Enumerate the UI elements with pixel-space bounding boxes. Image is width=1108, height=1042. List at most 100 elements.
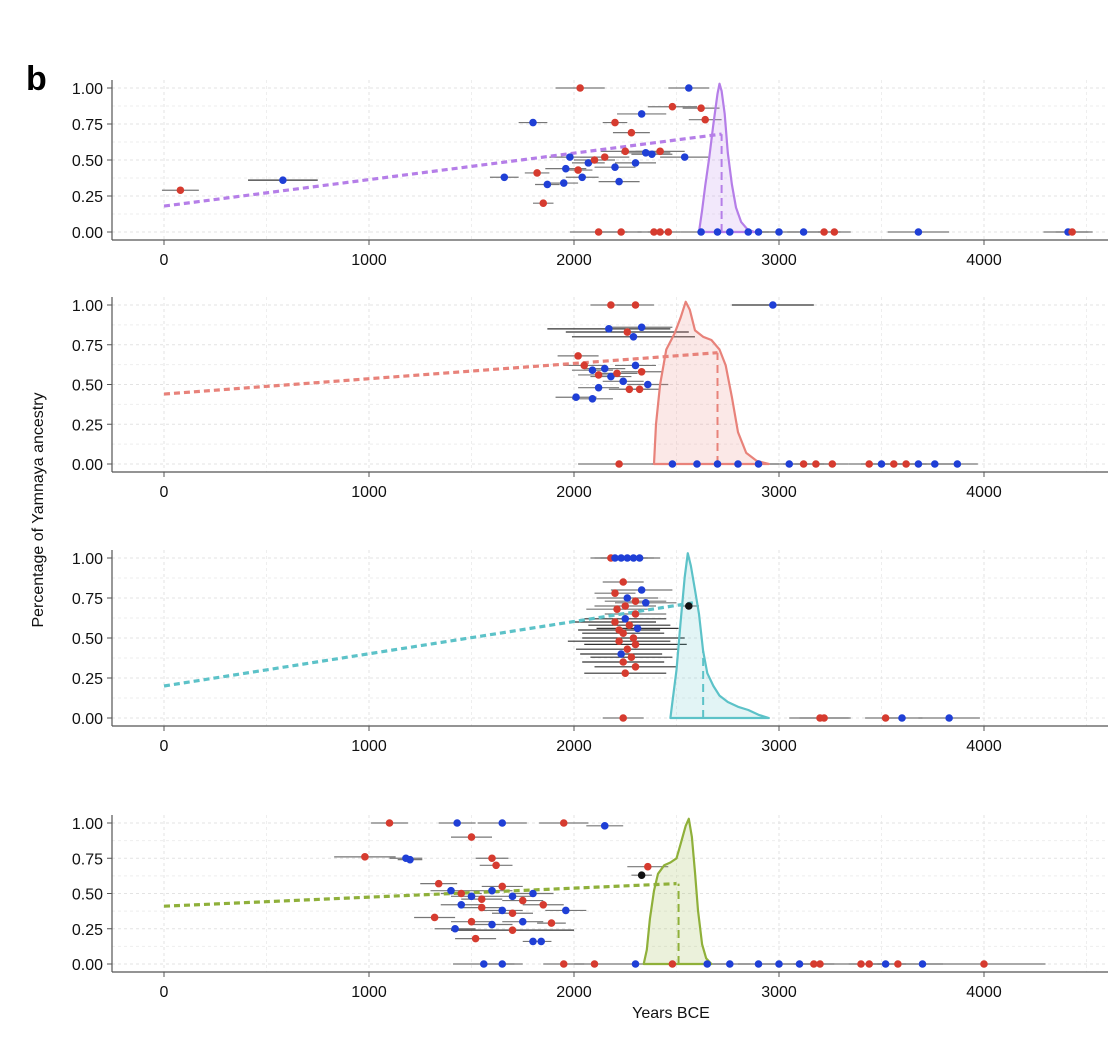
sample-point xyxy=(726,960,734,968)
sample-point xyxy=(611,554,619,562)
sample-point xyxy=(664,228,673,236)
sample-point xyxy=(754,228,763,236)
grid-lines xyxy=(112,297,1108,472)
sample-point xyxy=(619,377,627,386)
x-tick-label: 3000 xyxy=(761,984,797,1001)
y-tick-label: 0.00 xyxy=(72,225,103,242)
sample-point xyxy=(176,186,185,195)
sample-point xyxy=(629,554,638,562)
y-axis-title: Percentage of Yamnaya ancestry xyxy=(30,392,47,627)
sample-point xyxy=(621,615,630,623)
density-curve xyxy=(697,82,756,234)
sample-point xyxy=(785,460,794,468)
y-tick-label: 0.50 xyxy=(72,631,103,648)
sample-point xyxy=(430,913,439,922)
y-tick-label: 0.75 xyxy=(72,591,103,608)
y-tick-label: 1.00 xyxy=(72,298,103,315)
sample-point xyxy=(980,960,988,968)
sample-point xyxy=(611,589,619,597)
y-tick-label: 0.25 xyxy=(72,189,103,206)
y-tick-label: 0.75 xyxy=(72,851,103,868)
sample-point xyxy=(726,228,734,236)
sample-point xyxy=(668,460,677,468)
sample-point xyxy=(631,301,640,309)
y-tick-label: 0.75 xyxy=(72,338,103,355)
sample-point xyxy=(713,228,722,236)
sample-point xyxy=(574,166,582,174)
sample-point xyxy=(631,960,640,968)
sample-point xyxy=(576,84,584,92)
sample-point xyxy=(812,460,820,468)
sample-point xyxy=(637,110,646,118)
sample-point xyxy=(734,460,742,468)
sample-point xyxy=(902,460,910,468)
sample-point xyxy=(865,960,873,968)
sample-point xyxy=(617,650,625,658)
sample-point xyxy=(644,380,652,389)
sample-point xyxy=(619,578,627,586)
sample-point xyxy=(605,325,613,333)
sample-point xyxy=(488,920,496,929)
sample-point xyxy=(775,960,783,968)
sample-point xyxy=(810,960,818,968)
sample-point xyxy=(890,460,898,468)
sample-point xyxy=(279,176,287,184)
sample-point xyxy=(451,924,459,933)
y-tick-label: 0.50 xyxy=(72,887,103,904)
sample-point xyxy=(611,618,619,626)
sample-point xyxy=(508,926,517,934)
sample-point xyxy=(623,594,632,602)
sample-point xyxy=(633,624,642,633)
density-curve xyxy=(652,300,770,466)
sample-point xyxy=(697,228,705,236)
sample-point xyxy=(945,714,953,722)
sample-point xyxy=(828,460,837,468)
x-tick-label: 1000 xyxy=(351,252,387,269)
sample-point xyxy=(518,896,527,905)
sample-point xyxy=(498,906,507,915)
x-tick-label: 0 xyxy=(160,252,169,269)
sample-point xyxy=(492,861,500,870)
sample-point xyxy=(623,554,632,562)
sample-point xyxy=(820,714,828,722)
x-tick-label: 2000 xyxy=(556,252,592,269)
sample-point xyxy=(498,819,507,827)
sample-point xyxy=(635,385,644,394)
sample-point xyxy=(621,147,630,156)
sample-point xyxy=(434,879,443,888)
sample-point xyxy=(607,301,615,309)
sample-point xyxy=(775,228,783,236)
sample-point xyxy=(594,371,603,379)
x-tick-label: 4000 xyxy=(966,484,1002,501)
sample-point xyxy=(701,115,709,124)
sample-point xyxy=(914,460,923,468)
sample-point xyxy=(703,960,712,968)
sample-point xyxy=(697,104,705,112)
sample-point xyxy=(572,393,580,402)
x-tick-label: 2000 xyxy=(556,984,592,1001)
trend-line xyxy=(163,132,722,208)
sample-point xyxy=(685,84,693,92)
sample-point xyxy=(615,460,623,468)
sample-point xyxy=(529,937,537,946)
sample-points xyxy=(361,819,988,968)
sample-point xyxy=(629,333,638,341)
sample-point xyxy=(754,460,763,468)
x-tick-label: 0 xyxy=(160,484,169,501)
y-tick-label: 0.00 xyxy=(72,711,103,728)
sample-point xyxy=(537,937,545,946)
sample-point xyxy=(477,903,486,912)
x-tick-label: 3000 xyxy=(761,252,797,269)
sample-point xyxy=(611,163,619,171)
sample-point xyxy=(533,169,541,177)
sample-point xyxy=(680,153,689,161)
y-tick-label: 1.00 xyxy=(72,81,103,98)
trend-line xyxy=(163,351,718,396)
sample-point xyxy=(559,179,568,187)
sample-point xyxy=(918,960,927,968)
sample-point xyxy=(668,960,677,968)
sample-point xyxy=(607,372,615,381)
sample-point xyxy=(488,886,496,895)
sample-point xyxy=(508,909,517,918)
